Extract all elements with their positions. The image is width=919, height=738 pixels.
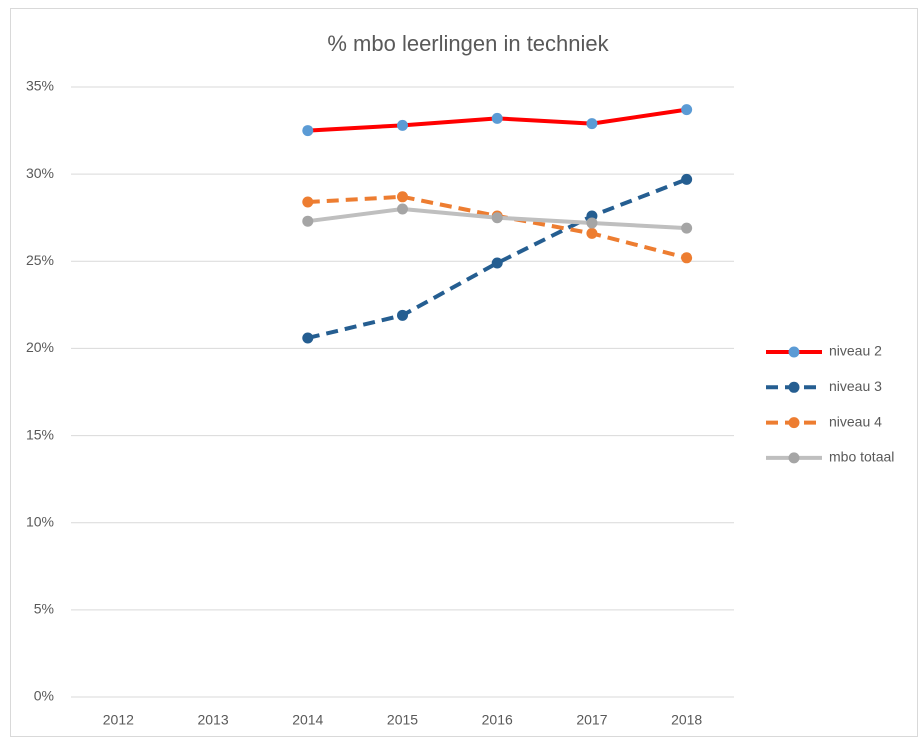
x-tick-label: 2013: [197, 712, 228, 728]
y-tick-label: 20%: [26, 339, 54, 355]
y-tick-label: 10%: [26, 513, 54, 529]
chart-frame: [10, 8, 918, 737]
x-tick-label: 2012: [103, 712, 134, 728]
y-tick-label: 25%: [26, 252, 54, 268]
series-marker: [491, 257, 503, 269]
legend-marker: [788, 381, 800, 393]
series-marker: [302, 125, 314, 137]
series-marker: [681, 173, 693, 185]
series-marker: [397, 119, 408, 131]
x-tick-label: 2016: [482, 712, 513, 728]
y-tick-label: 0%: [34, 688, 54, 704]
series-marker: [681, 252, 693, 264]
legend-label: niveau 2: [829, 343, 882, 359]
series-marker: [586, 217, 598, 229]
series-marker: [586, 227, 598, 239]
series-marker: [491, 112, 503, 124]
series-marker: [302, 332, 314, 344]
series-marker: [397, 191, 408, 203]
y-tick-label: 5%: [34, 601, 54, 617]
series-marker: [586, 118, 598, 130]
x-tick-label: 2015: [387, 712, 418, 728]
chart-title: % mbo leerlingen in techniek: [327, 31, 609, 56]
series-line: [307, 177, 688, 340]
series-marker: [397, 203, 408, 215]
series-marker: [491, 212, 503, 224]
x-tick-label: 2017: [576, 712, 607, 728]
x-tick-label: 2018: [671, 712, 702, 728]
legend-marker: [788, 417, 800, 429]
legend-marker: [788, 346, 800, 358]
legend-label: niveau 3: [829, 378, 882, 394]
series-marker: [681, 104, 693, 116]
series-marker: [302, 196, 314, 208]
y-tick-label: 15%: [26, 426, 54, 442]
series-marker: [302, 215, 314, 227]
series-marker: [681, 222, 693, 234]
legend-label: niveau 4: [829, 413, 882, 429]
series-marker: [397, 309, 408, 321]
x-tick-label: 2014: [292, 712, 323, 728]
y-tick-label: 30%: [26, 165, 54, 181]
y-tick-label: 35%: [26, 78, 54, 94]
legend-label: mbo totaal: [829, 449, 894, 465]
legend-marker: [788, 452, 800, 464]
